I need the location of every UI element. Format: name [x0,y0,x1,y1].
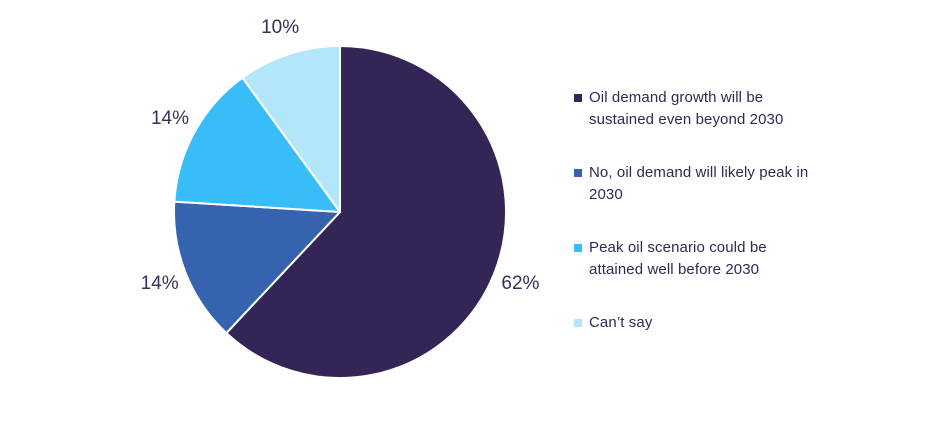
pie-data-label-0: 62% [501,273,539,294]
pie-data-label-1: 14% [141,273,179,294]
pie-data-label-3: 10% [261,17,299,38]
legend-marker-square-icon [574,244,582,252]
legend-marker-square-icon [574,319,582,327]
pie-data-label-2: 14% [151,108,189,129]
pie-slice-0 [225,45,507,379]
pie-slice-3 [241,45,341,213]
pie-slice-2 [173,76,341,213]
legend-item-label: Oil demand growth will be sustained even… [589,89,784,128]
pie-chart: 62% 14% 14% 10% [141,17,540,379]
legend-marker-square-icon [574,169,582,177]
legend: Oil demand growth will be sustained even… [574,87,809,365]
legend-item-peak-before-2030: Peak oil scenario could be attained well… [574,237,809,281]
legend-item-label: No, oil demand will likely peak in 2030 [589,164,809,203]
pie-slice-1 [173,200,341,335]
legend-item-peak-in-2030: No, oil demand will likely peak in 2030 [574,162,809,206]
legend-marker-square-icon [574,94,582,102]
legend-item-cant-say: Can’t say [574,312,809,334]
legend-item-label: Can’t say [589,314,653,331]
legend-item-label: Peak oil scenario could be attained well… [589,239,767,278]
legend-item-sustained-beyond-2030: Oil demand growth will be sustained even… [574,87,809,131]
